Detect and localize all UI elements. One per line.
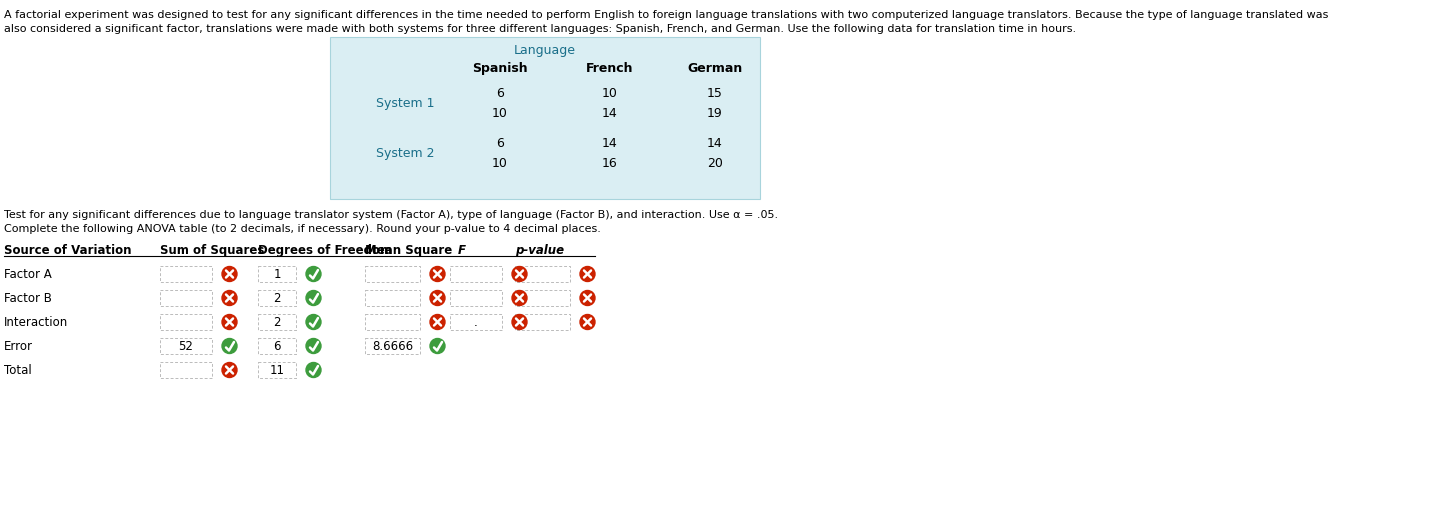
Circle shape bbox=[307, 315, 321, 330]
Circle shape bbox=[307, 363, 321, 378]
Text: System 1: System 1 bbox=[376, 96, 434, 109]
Text: 14: 14 bbox=[602, 106, 618, 119]
Text: Factor A: Factor A bbox=[4, 268, 52, 281]
FancyBboxPatch shape bbox=[365, 290, 420, 307]
Text: System 2: System 2 bbox=[376, 146, 434, 159]
Text: 15: 15 bbox=[708, 86, 724, 99]
Text: Error: Error bbox=[4, 340, 33, 353]
Text: German: German bbox=[687, 62, 742, 74]
Text: Complete the following ANOVA table (to 2 decimals, if necessary). Round your p-v: Complete the following ANOVA table (to 2… bbox=[4, 224, 602, 233]
FancyBboxPatch shape bbox=[450, 315, 501, 330]
Text: 1: 1 bbox=[273, 268, 280, 281]
FancyBboxPatch shape bbox=[365, 315, 420, 330]
Circle shape bbox=[580, 267, 594, 282]
Text: 10: 10 bbox=[602, 86, 618, 99]
FancyBboxPatch shape bbox=[160, 362, 212, 378]
Text: 6: 6 bbox=[495, 86, 504, 99]
Circle shape bbox=[222, 291, 237, 306]
FancyBboxPatch shape bbox=[259, 315, 296, 330]
Text: also considered a significant factor, translations were made with both systems f: also considered a significant factor, tr… bbox=[4, 24, 1077, 34]
Text: 8.6666: 8.6666 bbox=[372, 340, 413, 353]
Text: F: F bbox=[458, 243, 466, 257]
Circle shape bbox=[222, 315, 237, 330]
FancyBboxPatch shape bbox=[160, 290, 212, 307]
Circle shape bbox=[307, 339, 321, 354]
Text: p-value: p-value bbox=[514, 243, 564, 257]
FancyBboxPatch shape bbox=[259, 338, 296, 355]
Circle shape bbox=[222, 339, 237, 354]
Text: .: . bbox=[474, 316, 478, 329]
Text: 52: 52 bbox=[179, 340, 193, 353]
Text: Interaction: Interaction bbox=[4, 316, 68, 329]
Text: 6: 6 bbox=[495, 136, 504, 149]
FancyBboxPatch shape bbox=[514, 315, 570, 330]
Text: 19: 19 bbox=[708, 106, 724, 119]
Text: 16: 16 bbox=[602, 156, 618, 169]
Text: 10: 10 bbox=[493, 156, 509, 169]
FancyBboxPatch shape bbox=[259, 362, 296, 378]
Text: Spanish: Spanish bbox=[472, 62, 527, 74]
Text: French: French bbox=[586, 62, 634, 74]
Circle shape bbox=[430, 291, 445, 306]
FancyBboxPatch shape bbox=[514, 267, 570, 282]
FancyBboxPatch shape bbox=[450, 267, 501, 282]
Circle shape bbox=[511, 291, 527, 306]
Text: 20: 20 bbox=[708, 156, 724, 169]
Text: Degrees of Freedom: Degrees of Freedom bbox=[259, 243, 392, 257]
FancyBboxPatch shape bbox=[450, 290, 501, 307]
Circle shape bbox=[511, 267, 527, 282]
Circle shape bbox=[222, 363, 237, 378]
Circle shape bbox=[511, 315, 527, 330]
FancyBboxPatch shape bbox=[365, 338, 420, 355]
Text: 10: 10 bbox=[493, 106, 509, 119]
Circle shape bbox=[307, 267, 321, 282]
Circle shape bbox=[222, 267, 237, 282]
Text: Sum of Squares: Sum of Squares bbox=[160, 243, 264, 257]
Text: 2: 2 bbox=[273, 316, 280, 329]
FancyBboxPatch shape bbox=[259, 290, 296, 307]
FancyBboxPatch shape bbox=[365, 267, 420, 282]
Text: 6: 6 bbox=[273, 340, 280, 353]
Text: 14: 14 bbox=[708, 136, 724, 149]
FancyBboxPatch shape bbox=[330, 38, 760, 199]
Circle shape bbox=[430, 315, 445, 330]
Text: 11: 11 bbox=[269, 364, 285, 377]
Circle shape bbox=[580, 315, 594, 330]
Text: 14: 14 bbox=[602, 136, 618, 149]
FancyBboxPatch shape bbox=[259, 267, 296, 282]
Text: 2: 2 bbox=[273, 292, 280, 305]
FancyBboxPatch shape bbox=[160, 315, 212, 330]
FancyBboxPatch shape bbox=[160, 267, 212, 282]
Circle shape bbox=[307, 291, 321, 306]
FancyBboxPatch shape bbox=[514, 290, 570, 307]
Text: Total: Total bbox=[4, 364, 32, 377]
Text: Test for any significant differences due to language translator system (Factor A: Test for any significant differences due… bbox=[4, 210, 779, 220]
Circle shape bbox=[580, 291, 594, 306]
Text: A factorial experiment was designed to test for any significant differences in t: A factorial experiment was designed to t… bbox=[4, 10, 1328, 20]
Text: Factor B: Factor B bbox=[4, 292, 52, 305]
Circle shape bbox=[430, 339, 445, 354]
FancyBboxPatch shape bbox=[160, 338, 212, 355]
Text: Language: Language bbox=[514, 43, 575, 57]
Text: Source of Variation: Source of Variation bbox=[4, 243, 132, 257]
Circle shape bbox=[430, 267, 445, 282]
Text: Mean Square: Mean Square bbox=[365, 243, 452, 257]
